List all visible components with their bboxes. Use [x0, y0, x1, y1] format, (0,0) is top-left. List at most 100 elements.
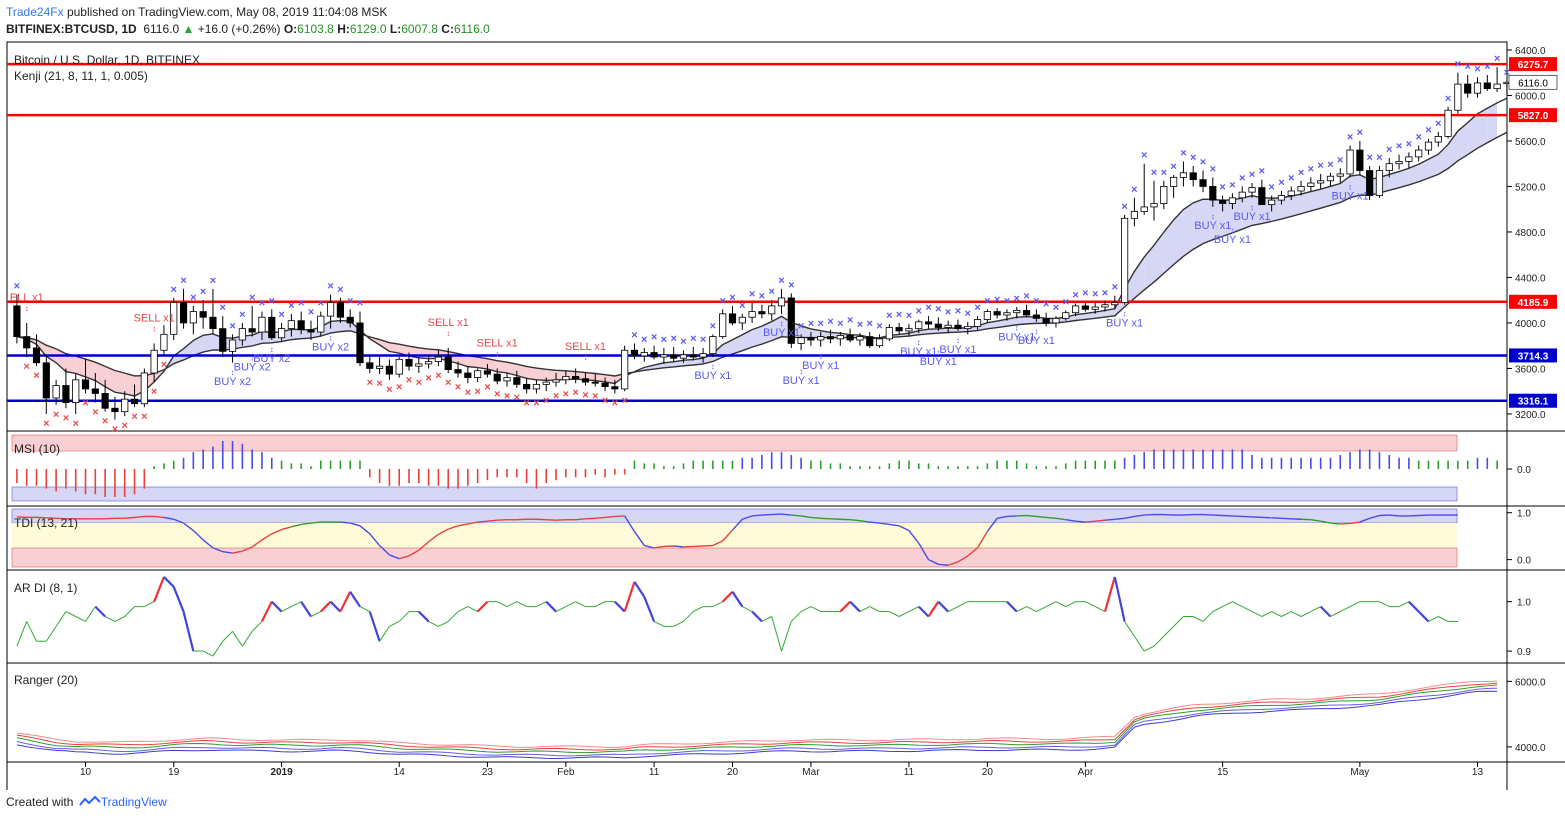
- buy-x-marker: ×: [171, 284, 177, 296]
- publisher-link[interactable]: Trade24Fx: [6, 5, 64, 19]
- ardi-line-segment: [260, 601, 273, 622]
- ardi-line-segment: [1291, 611, 1302, 617]
- kenji-band-segment: [1399, 168, 1409, 188]
- ardi-line-segment: [516, 601, 527, 608]
- candle-body: [444, 356, 452, 370]
- buy-x-marker: ×: [739, 300, 745, 312]
- candle-body: [317, 315, 325, 333]
- buy-x-marker: ×: [298, 298, 304, 310]
- candle-body: [1101, 304, 1109, 308]
- sell-x-marker: ×: [92, 407, 98, 419]
- signal-arrow-icon: ↕: [819, 352, 823, 361]
- candle-body: [601, 382, 609, 388]
- ardi-line-segment: [1133, 636, 1145, 652]
- time-tick-label: 15: [1217, 767, 1229, 778]
- candle-body: [121, 398, 129, 413]
- sell-x-marker: ×: [23, 361, 29, 373]
- buy-x-marker: ×: [1308, 163, 1314, 175]
- ardi-line-segment: [144, 601, 155, 608]
- buy-signal-label: BUY x1: [1018, 335, 1055, 347]
- tdi-line-segment: [898, 525, 910, 532]
- ardi-line-segment: [957, 601, 968, 608]
- tdi-line-segment: [859, 519, 870, 523]
- ardi-line-segment: [1379, 601, 1390, 608]
- kenji-band-segment: [1006, 317, 1017, 327]
- buy-x-marker: ×: [229, 320, 235, 332]
- ardi-line-segment: [1349, 601, 1361, 608]
- chart-area[interactable]: × × × × × × × × × × × × × × × × × × × × × × × × × × × × × × × × × × × × × × × ×…: [0, 40, 1565, 790]
- time-tick-label: 20: [982, 767, 994, 778]
- candle-body: [346, 316, 354, 324]
- sell-x-marker: ×: [122, 420, 128, 432]
- kenji-band-segment: [1183, 202, 1194, 257]
- tdi-line-segment: [712, 540, 723, 547]
- tradingview-brand[interactable]: TradingView: [100, 795, 167, 809]
- candle-body: [1317, 180, 1325, 184]
- kenji-band-segment: [507, 362, 517, 376]
- tdi-line-segment: [163, 516, 174, 520]
- created-with-text: Created with: [6, 795, 74, 809]
- sell-x-marker: ×: [435, 370, 441, 382]
- buy-x-marker: ×: [896, 309, 902, 321]
- buy-x-marker: ×: [690, 333, 696, 345]
- ardi-line-segment: [212, 640, 224, 657]
- last-price: 6116.0: [143, 22, 180, 36]
- kenji-band-segment: [1457, 122, 1468, 161]
- price-tick-label: 5600.0: [1515, 137, 1546, 148]
- price-tick-label: 6400.0: [1515, 46, 1546, 57]
- time-tick-label: 19: [168, 767, 180, 778]
- buy-x-marker: ×: [700, 334, 706, 346]
- tdi-line-segment: [986, 517, 998, 532]
- tdi-line-segment: [810, 516, 821, 520]
- buy-x-marker: ×: [1239, 172, 1245, 184]
- buy-x-marker: ×: [1063, 296, 1069, 308]
- last-price-tag: [1508, 74, 1558, 90]
- signal-arrow-icon: ↕: [270, 345, 274, 354]
- sell-signal-label: ELL x1: [10, 292, 44, 304]
- sell-x-marker: ×: [425, 372, 431, 384]
- tdi-line-segment: [752, 514, 762, 517]
- signal-arrow-icon: ↕: [1348, 182, 1352, 191]
- sell-x-marker: ×: [141, 411, 147, 423]
- tdi-pane: TDI (13, 21) 1.0 0.0: [11, 509, 1531, 568]
- buy-x-marker: ×: [817, 318, 823, 330]
- ardi-line-segment: [163, 576, 175, 588]
- kenji-band-segment: [1330, 183, 1341, 206]
- sell-x-marker: ×: [151, 386, 157, 398]
- kenji-band-segment: [712, 344, 723, 362]
- price-change: +16.0 (+0.26%): [197, 22, 281, 36]
- tdi-line-segment: [261, 533, 273, 541]
- tdi-line-segment: [801, 515, 812, 519]
- buy-signal-label: BUY x1: [1214, 234, 1251, 246]
- ardi-line-segment: [623, 581, 636, 612]
- candle-body: [856, 336, 864, 341]
- tdi-line-segment: [1104, 518, 1115, 521]
- candle-body: [1062, 312, 1070, 319]
- close-value: 6116.0: [453, 22, 490, 36]
- candle-body: [307, 329, 315, 333]
- kenji-band-segment: [95, 362, 106, 387]
- buy-signal-label: BUY x1: [1332, 190, 1369, 202]
- signal-arrow-icon: ↕: [780, 319, 784, 328]
- candle-body: [81, 379, 90, 390]
- candle-body: [189, 311, 197, 324]
- candle-body: [1356, 149, 1364, 171]
- symbol-name[interactable]: BITFINEX:BTCUSD, 1D: [6, 22, 137, 36]
- candle-body: [513, 377, 521, 385]
- signal-arrow-icon: ↕: [799, 367, 803, 376]
- buy-x-marker: ×: [1092, 288, 1098, 300]
- chart-header: Trade24Fx published on TradingView.com, …: [6, 4, 1546, 40]
- tdi-line-segment: [653, 545, 664, 549]
- candle-body: [1395, 161, 1403, 165]
- footer: Created with TradingView: [6, 793, 167, 811]
- kenji-band-segment: [330, 320, 341, 334]
- sell-x-marker: ×: [514, 392, 520, 404]
- ardi-line-segment: [1212, 606, 1223, 613]
- price-pane: × × × × × × × × × × × × × × × × × × × × × × × × × × × × × × × × × × × × × × × ×…: [7, 46, 1558, 436]
- buy-x-marker: ×: [906, 310, 912, 322]
- ranger-band-line: [16, 687, 1498, 757]
- ranger-axis: 6000.0 4000.0: [1507, 677, 1546, 754]
- ardi-line-segment: [349, 591, 361, 608]
- buy-x-marker: ×: [1455, 59, 1461, 71]
- kenji-band-segment: [320, 321, 331, 337]
